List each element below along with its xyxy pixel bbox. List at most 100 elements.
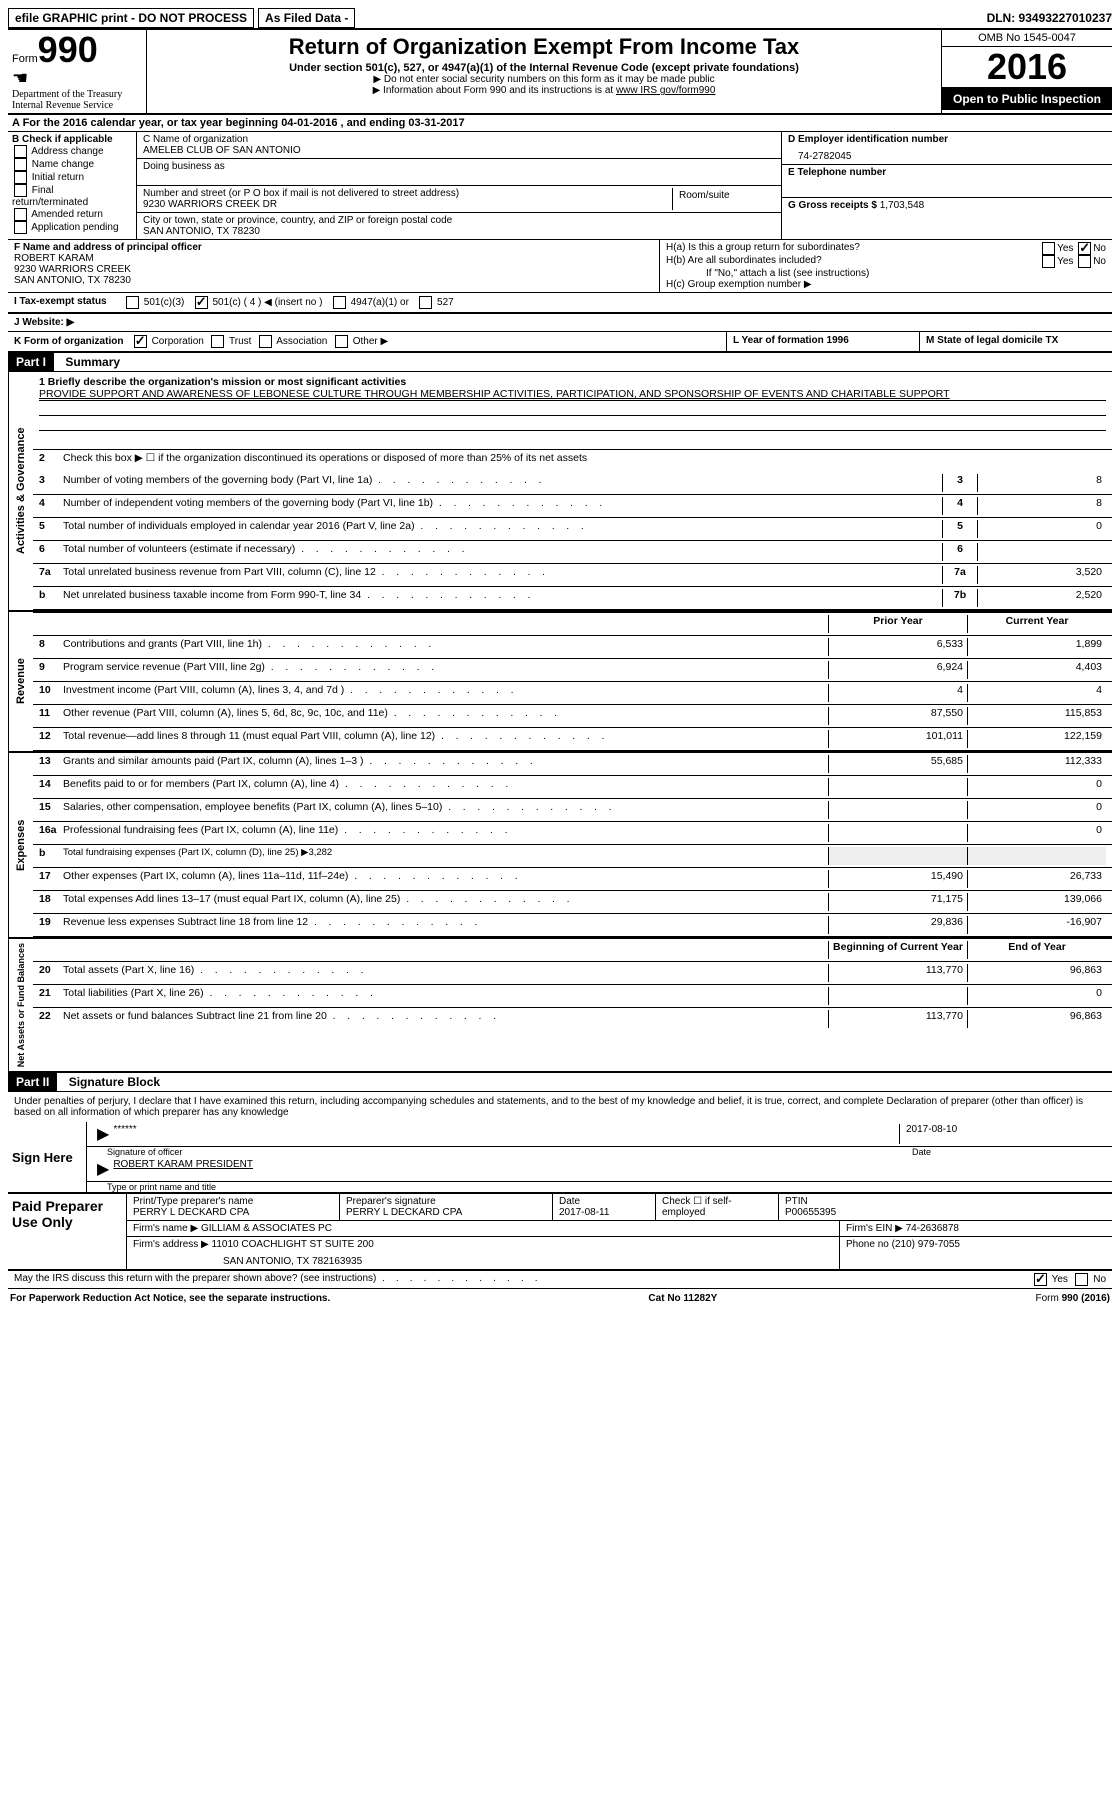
sign-here-label: Sign Here [8, 1122, 87, 1192]
prep-date-label: Date [559, 1196, 649, 1207]
opt-label: Corporation [152, 336, 204, 347]
assoc-cb[interactable] [259, 335, 272, 348]
expense-line: 15Salaries, other compensation, employee… [33, 799, 1112, 822]
state-domicile: M State of legal domicile TX [920, 332, 1112, 351]
room-label: Room/suite [673, 188, 775, 210]
4947-cb[interactable] [333, 296, 346, 309]
q1-text: PROVIDE SUPPORT AND AWARENESS OF LEBONES… [39, 388, 1106, 400]
expense-line: 13Grants and similar amounts paid (Part … [33, 753, 1112, 776]
prep-date: 2017-08-11 [559, 1207, 649, 1218]
hb-note: If "No," attach a list (see instructions… [666, 268, 1106, 279]
other-cb[interactable] [335, 335, 348, 348]
declaration-text: Under penalties of perjury, I declare th… [8, 1092, 1112, 1122]
firm-city: SAN ANTONIO, TX 782163935 [133, 1250, 833, 1267]
activities-group: Activities & Governance 1 Briefly descri… [8, 372, 1112, 612]
section-f: F Name and address of principal officer … [8, 240, 660, 292]
name-title-label: Type or print name and title [87, 1182, 1112, 1192]
prep-sig-label: Preparer's signature [346, 1196, 546, 1207]
firm-ein-label: Firm's EIN ▶ [846, 1223, 903, 1234]
gross-value: 1,703,548 [880, 200, 925, 211]
form-subtitle: Under section 501(c), 527, or 4947(a)(1)… [153, 62, 935, 74]
omb-number: OMB No 1545-0047 [942, 30, 1112, 47]
app-pending-cb[interactable] [14, 221, 27, 234]
officer-printed-name: ROBERT KARAM PRESIDENT [113, 1159, 253, 1179]
hb-yes-cb[interactable] [1042, 255, 1055, 268]
jk-row: K Form of organization Corporation Trust… [8, 332, 1112, 353]
expense-line: 17Other expenses (Part IX, column (A), l… [33, 868, 1112, 891]
hb-label: H(b) Are all subordinates included? [666, 255, 822, 268]
expense-line: 16aProfessional fundraising fees (Part I… [33, 822, 1112, 845]
side-netassets: Net Assets or Fund Balances [8, 939, 33, 1071]
netasset-line: 20Total assets (Part X, line 16)113,7709… [33, 962, 1112, 985]
dept-treasury: Department of the Treasury [12, 89, 142, 100]
501c-cb[interactable] [195, 296, 208, 309]
self-employed-cb: Check ☐ if self-employed [656, 1194, 779, 1220]
sig-date: 2017-08-10 [899, 1124, 1106, 1144]
expense-line: 19Revenue less expenses Subtract line 18… [33, 914, 1112, 937]
amended-cb[interactable] [14, 208, 27, 221]
side-expenses: Expenses [8, 753, 33, 937]
initial-return-cb[interactable] [14, 171, 27, 184]
q1-label: 1 Briefly describe the organization's mi… [39, 376, 1106, 388]
mission-box: 1 Briefly describe the organization's mi… [33, 372, 1112, 450]
ein-value: 74-2782045 [788, 151, 1106, 162]
header-left: Form990 ☚ Department of the Treasury Int… [8, 30, 147, 113]
revenue-group: Revenue Prior Year Current Year 8Contrib… [8, 612, 1112, 753]
section-h: H(a) Is this a group return for subordin… [660, 240, 1112, 292]
revenue-line: 11Other revenue (Part VIII, column (A), … [33, 705, 1112, 728]
ha-no-cb[interactable] [1078, 242, 1091, 255]
irs-link[interactable]: www IRS gov/form990 [616, 85, 715, 96]
header: Form990 ☚ Department of the Treasury Int… [8, 30, 1112, 115]
netasset-line: 22Net assets or fund balances Subtract l… [33, 1008, 1112, 1030]
section-b-title: B Check if applicable [12, 134, 132, 145]
opt-label: 501(c) ( 4 ) ◀ (insert no ) [212, 297, 322, 308]
firm-ein: 74-2636878 [906, 1223, 959, 1234]
paperwork-notice: For Paperwork Reduction Act Notice, see … [10, 1293, 330, 1304]
ha-yes-cb[interactable] [1042, 242, 1055, 255]
q2-text: Check this box ▶ ☐ if the organization d… [63, 452, 1106, 470]
expense-line: bTotal fundraising expenses (Part IX, co… [33, 845, 1112, 868]
side-revenue: Revenue [8, 612, 33, 751]
website-label: J Website: ▶ [14, 317, 74, 328]
corp-cb[interactable] [134, 335, 147, 348]
opt-label: Association [276, 336, 327, 347]
col-b: B Check if applicable Address change Nam… [8, 132, 137, 239]
firm-addr: 11010 COACHLIGHT ST SUITE 200 [212, 1239, 374, 1250]
open-inspection: Open to Public Inspection [942, 88, 1112, 110]
final-return-cb[interactable] [14, 184, 27, 197]
gov-line: 3Number of voting members of the governi… [33, 472, 1112, 495]
opt-label: Other ▶ [353, 336, 388, 347]
part2-header: Part II Signature Block [8, 1073, 1112, 1092]
org-name-label: C Name of organization [143, 134, 775, 145]
gross-label: G Gross receipts $ [788, 200, 877, 211]
addr-change-cb[interactable] [14, 145, 27, 158]
tax-status-label: I Tax-exempt status [14, 296, 124, 309]
firm-phone-label: Phone no [846, 1239, 889, 1250]
discuss-no-cb[interactable] [1075, 1273, 1088, 1286]
expenses-group: Expenses 13Grants and similar amounts pa… [8, 753, 1112, 939]
org-address: 9230 WARRIORS CREEK DR [143, 199, 672, 210]
preparer-table: Paid Preparer Use Only Print/Type prepar… [8, 1194, 1112, 1271]
prep-name-label: Print/Type preparer's name [133, 1196, 333, 1207]
trust-cb[interactable] [211, 335, 224, 348]
discuss-yes-cb[interactable] [1034, 1273, 1047, 1286]
officer-label: F Name and address of principal officer [14, 242, 653, 253]
firm-name-label: Firm's name ▶ [133, 1223, 198, 1234]
opt-label: 527 [437, 297, 454, 308]
firm-name: GILLIAM & ASSOCIATES PC [201, 1223, 332, 1234]
officer-addr2: SAN ANTONIO, TX 78230 [14, 275, 653, 286]
527-cb[interactable] [419, 296, 432, 309]
phone-label: E Telephone number [788, 167, 1106, 178]
gov-line: 4Number of independent voting members of… [33, 495, 1112, 518]
bocy-hdr: Beginning of Current Year [828, 941, 967, 959]
name-change-cb[interactable] [14, 158, 27, 171]
gov-line: 5Total number of individuals employed in… [33, 518, 1112, 541]
cb-label: Application pending [31, 222, 118, 233]
cb-label: Name change [32, 159, 94, 170]
form-title: Return of Organization Exempt From Incom… [153, 34, 935, 60]
hb-no-cb[interactable] [1078, 255, 1091, 268]
prep-sig: PERRY L DECKARD CPA [346, 1207, 546, 1218]
ptin: P00655395 [785, 1207, 1106, 1218]
org-city: SAN ANTONIO, TX 78230 [143, 226, 775, 237]
501c3-cb[interactable] [126, 296, 139, 309]
